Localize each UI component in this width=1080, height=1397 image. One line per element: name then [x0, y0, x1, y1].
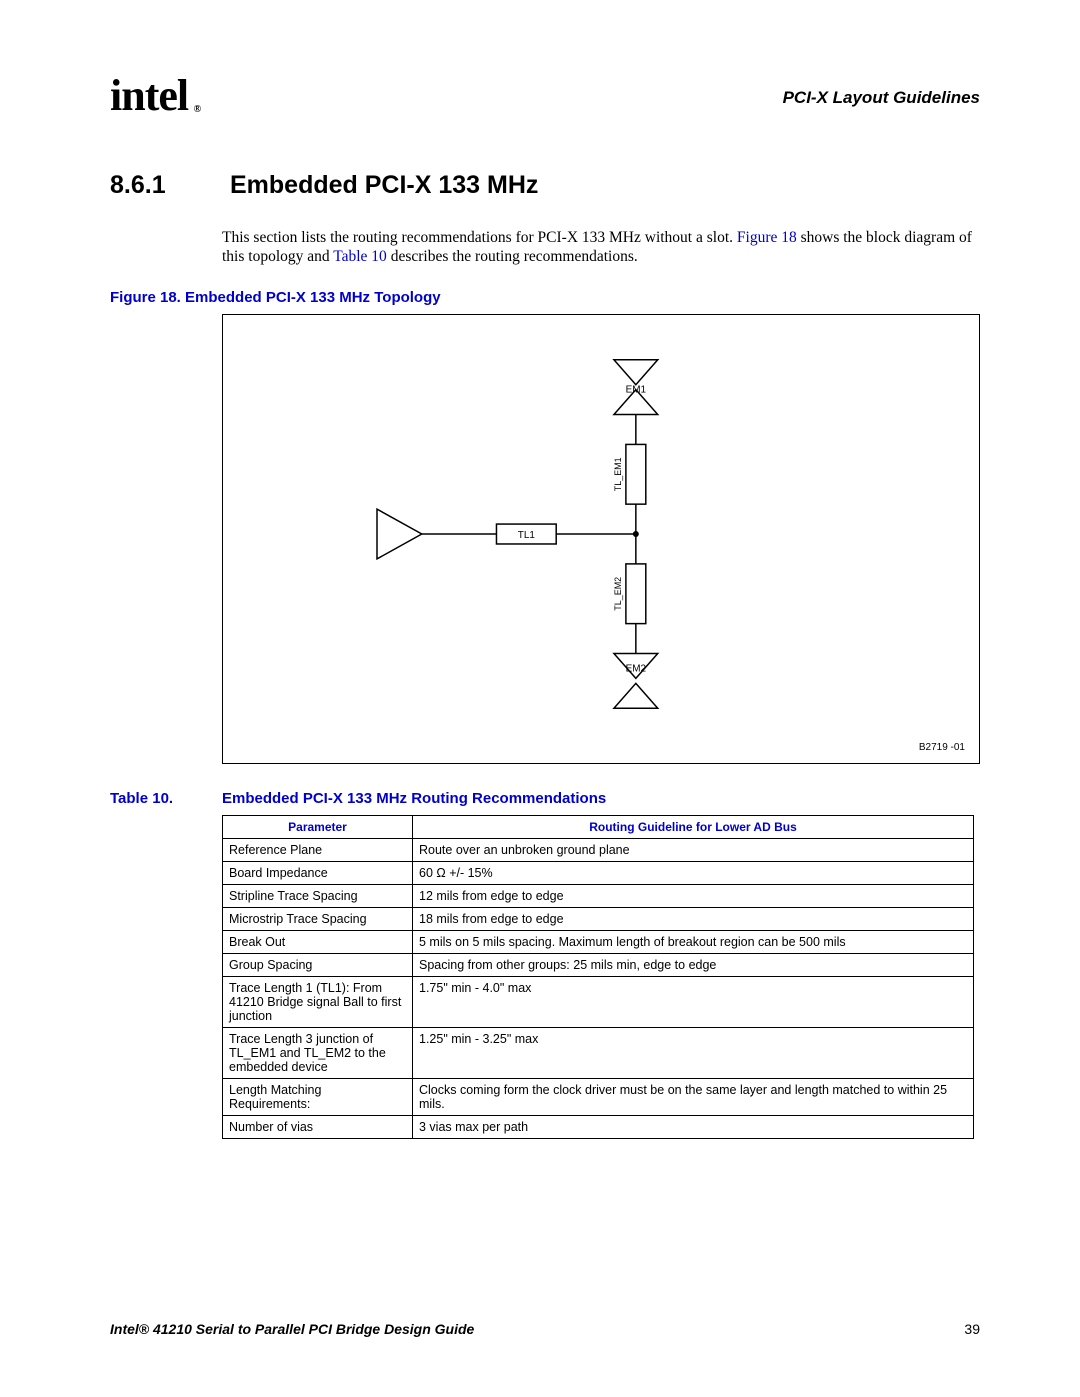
table-caption-title: Embedded PCI-X 133 MHz Routing Recommend… [222, 790, 606, 807]
topology-figure: TL1 TL_EM1 EM1 TL_EM2 EM2 B2719 -01 [222, 314, 980, 764]
para-text-3: describes the routing recommendations. [387, 248, 638, 265]
col-guideline: Routing Guideline for Lower AD Bus [413, 815, 974, 838]
cell-parameter: Break Out [223, 930, 413, 953]
cell-guideline: Route over an unbroken ground plane [413, 838, 974, 861]
figure-link[interactable]: Figure 18 [737, 229, 797, 246]
em1-label: EM1 [626, 384, 647, 395]
cell-parameter: Length Matching Requirements: [223, 1078, 413, 1115]
cell-parameter: Board Impedance [223, 861, 413, 884]
cell-parameter: Number of vias [223, 1115, 413, 1138]
section-number: 8.6.1 [110, 171, 190, 200]
col-parameter: Parameter [223, 815, 413, 838]
em2-label: EM2 [626, 663, 647, 674]
table-row: Group SpacingSpacing from other groups: … [223, 953, 974, 976]
footer-doc-title: Intel® 41210 Serial to Parallel PCI Brid… [110, 1321, 474, 1337]
cell-guideline: Clocks coming form the clock driver must… [413, 1078, 974, 1115]
logo-registered: ® [194, 104, 200, 115]
cell-guideline: 60 Ω +/- 15% [413, 861, 974, 884]
cell-parameter: Trace Length 3 junction of TL_EM1 and TL… [223, 1027, 413, 1078]
tl-em2-label: TL_EM2 [613, 577, 623, 611]
cell-guideline: Spacing from other groups: 25 mils min, … [413, 953, 974, 976]
diagram-id: B2719 -01 [919, 742, 965, 753]
table-header-row: Parameter Routing Guideline for Lower AD… [223, 815, 974, 838]
table-row: Break Out5 mils on 5 mils spacing. Maxim… [223, 930, 974, 953]
cell-guideline: 3 vias max per path [413, 1115, 974, 1138]
para-text-1: This section lists the routing recommend… [222, 229, 737, 246]
em2-receiver [614, 653, 658, 708]
intel-logo: intel® [110, 70, 188, 121]
tl1-label: TL1 [518, 530, 536, 541]
routing-table: Parameter Routing Guideline for Lower AD… [222, 815, 974, 1139]
cell-parameter: Group Spacing [223, 953, 413, 976]
table-link[interactable]: Table 10 [333, 248, 387, 265]
section-heading: 8.6.1 Embedded PCI-X 133 MHz [110, 171, 980, 200]
table-row: Number of vias3 vias max per path [223, 1115, 974, 1138]
table-row: Board Impedance60 Ω +/- 15% [223, 861, 974, 884]
logo-text: intel [110, 71, 188, 120]
cell-parameter: Stripline Trace Spacing [223, 884, 413, 907]
table-row: Microstrip Trace Spacing18 mils from edg… [223, 907, 974, 930]
page-number: 39 [964, 1321, 980, 1337]
cell-parameter: Trace Length 1 (TL1): From 41210 Bridge … [223, 976, 413, 1027]
table-caption-num: Table 10. [110, 790, 222, 807]
cell-guideline: 1.25" min - 3.25" max [413, 1027, 974, 1078]
cell-parameter: Microstrip Trace Spacing [223, 907, 413, 930]
table-row: Stripline Trace Spacing12 mils from edge… [223, 884, 974, 907]
cell-guideline: 18 mils from edge to edge [413, 907, 974, 930]
section-title: Embedded PCI-X 133 MHz [230, 171, 538, 200]
cell-guideline: 1.75" min - 4.0" max [413, 976, 974, 1027]
tl-em1-box [626, 444, 646, 504]
tl-em2-box [626, 564, 646, 624]
table-row: Trace Length 1 (TL1): From 41210 Bridge … [223, 976, 974, 1027]
cell-guideline: 5 mils on 5 mils spacing. Maximum length… [413, 930, 974, 953]
cell-guideline: 12 mils from edge to edge [413, 884, 974, 907]
intro-paragraph: This section lists the routing recommend… [222, 228, 980, 267]
table-row: Length Matching Requirements:Clocks comi… [223, 1078, 974, 1115]
page-header: intel® PCI-X Layout Guidelines [110, 70, 980, 121]
doc-section-title: PCI-X Layout Guidelines [783, 88, 980, 108]
figure-caption: Figure 18. Embedded PCI-X 133 MHz Topolo… [110, 289, 980, 306]
table-row: Trace Length 3 junction of TL_EM1 and TL… [223, 1027, 974, 1078]
cell-parameter: Reference Plane [223, 838, 413, 861]
table-row: Reference PlaneRoute over an unbroken gr… [223, 838, 974, 861]
table-caption: Table 10. Embedded PCI-X 133 MHz Routing… [110, 790, 980, 807]
driver-symbol [377, 509, 422, 559]
tl-em1-label: TL_EM1 [613, 457, 623, 491]
page-footer: Intel® 41210 Serial to Parallel PCI Brid… [110, 1321, 980, 1337]
topology-diagram: TL1 TL_EM1 EM1 TL_EM2 EM2 [223, 315, 979, 763]
